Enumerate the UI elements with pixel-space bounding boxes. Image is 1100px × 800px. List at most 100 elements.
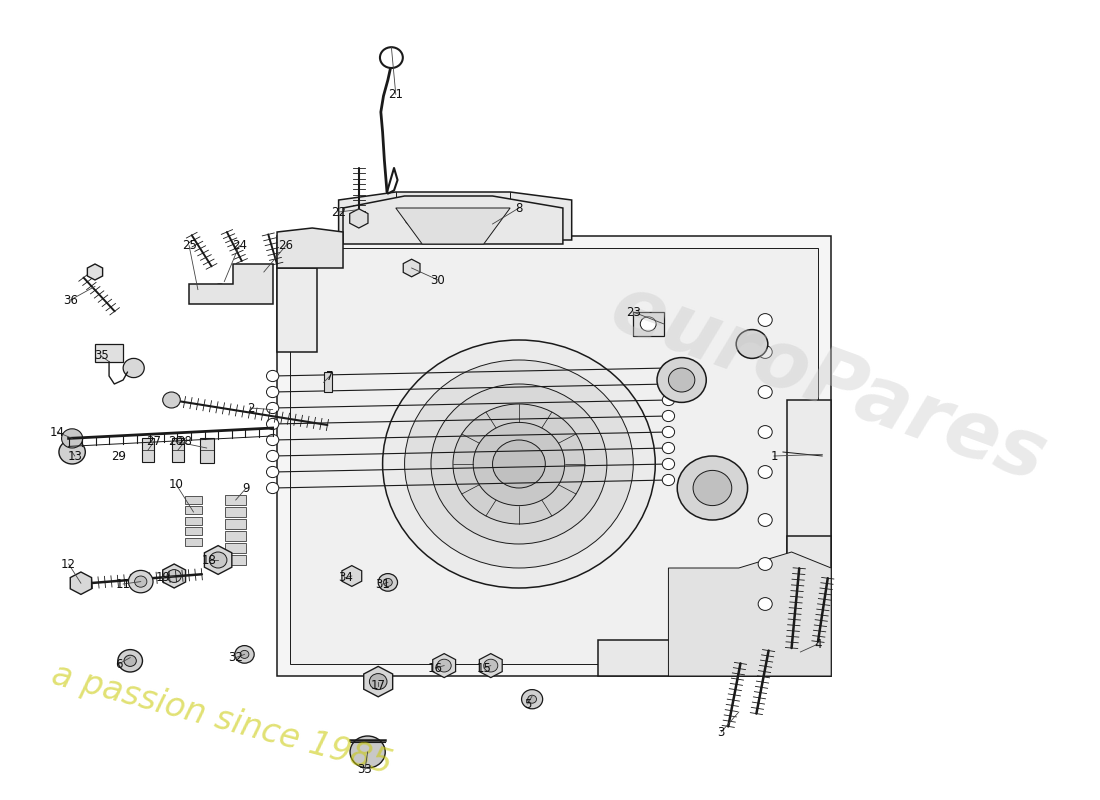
- Circle shape: [431, 384, 607, 544]
- Bar: [185, 538, 202, 546]
- Circle shape: [758, 346, 772, 358]
- Circle shape: [266, 402, 278, 414]
- Polygon shape: [277, 268, 317, 352]
- Circle shape: [379, 47, 403, 68]
- Circle shape: [662, 442, 674, 454]
- Circle shape: [234, 646, 254, 663]
- Circle shape: [758, 466, 772, 478]
- Polygon shape: [163, 564, 186, 588]
- Text: 21: 21: [388, 88, 404, 101]
- Polygon shape: [87, 264, 102, 280]
- Bar: [200, 438, 213, 463]
- Text: 4: 4: [814, 638, 822, 650]
- Text: 20: 20: [168, 435, 184, 448]
- Text: 25: 25: [182, 239, 197, 252]
- Text: 27: 27: [146, 435, 162, 448]
- Text: 31: 31: [375, 578, 390, 590]
- Bar: [226, 531, 246, 541]
- Circle shape: [163, 392, 180, 408]
- Text: 36: 36: [63, 294, 78, 306]
- Circle shape: [59, 440, 86, 464]
- Polygon shape: [396, 208, 510, 244]
- Circle shape: [758, 314, 772, 326]
- Circle shape: [266, 434, 278, 446]
- Polygon shape: [290, 248, 818, 664]
- Bar: [226, 555, 246, 565]
- Bar: [323, 372, 332, 392]
- Text: 34: 34: [338, 571, 353, 584]
- Circle shape: [693, 470, 732, 506]
- Bar: [226, 519, 246, 529]
- Polygon shape: [404, 259, 420, 277]
- Polygon shape: [669, 552, 832, 676]
- Circle shape: [528, 695, 537, 703]
- Text: 35: 35: [94, 350, 109, 362]
- Circle shape: [662, 458, 674, 470]
- Circle shape: [453, 404, 585, 524]
- Circle shape: [662, 474, 674, 486]
- Circle shape: [370, 674, 387, 690]
- Polygon shape: [343, 196, 563, 244]
- Text: 6: 6: [116, 658, 122, 670]
- Polygon shape: [350, 209, 368, 228]
- Polygon shape: [205, 546, 232, 574]
- Bar: [226, 507, 246, 517]
- Circle shape: [758, 386, 772, 398]
- Circle shape: [662, 378, 674, 390]
- Text: 5: 5: [524, 698, 531, 710]
- Text: 19: 19: [155, 571, 170, 584]
- Polygon shape: [342, 566, 362, 586]
- Text: 15: 15: [476, 662, 492, 674]
- Circle shape: [134, 576, 147, 587]
- Circle shape: [758, 598, 772, 610]
- Circle shape: [266, 482, 278, 494]
- Circle shape: [758, 426, 772, 438]
- Circle shape: [405, 360, 634, 568]
- Polygon shape: [364, 666, 393, 697]
- Text: 30: 30: [430, 274, 446, 286]
- Circle shape: [383, 340, 656, 588]
- Polygon shape: [744, 400, 832, 676]
- Circle shape: [736, 330, 768, 358]
- Text: 14: 14: [50, 426, 65, 438]
- Text: 7: 7: [326, 370, 333, 382]
- Text: 13: 13: [67, 450, 82, 462]
- Bar: [172, 438, 184, 462]
- Text: euroPares: euroPares: [600, 269, 1056, 499]
- Circle shape: [662, 362, 674, 374]
- Circle shape: [378, 574, 397, 591]
- Bar: [142, 438, 154, 462]
- Circle shape: [405, 210, 422, 226]
- Text: a passion since 1985: a passion since 1985: [48, 658, 396, 782]
- Bar: [226, 543, 246, 553]
- Text: 10: 10: [168, 478, 184, 490]
- Circle shape: [669, 368, 695, 392]
- Polygon shape: [70, 572, 91, 594]
- Text: 11: 11: [116, 578, 131, 590]
- Circle shape: [473, 422, 564, 506]
- Polygon shape: [277, 236, 832, 676]
- Circle shape: [662, 394, 674, 406]
- Text: 24: 24: [232, 239, 246, 252]
- Text: 1: 1: [770, 450, 778, 462]
- Bar: [185, 517, 202, 525]
- Circle shape: [758, 558, 772, 570]
- Circle shape: [384, 578, 393, 586]
- Text: 33: 33: [358, 763, 373, 776]
- Bar: [185, 527, 202, 535]
- Circle shape: [521, 690, 542, 709]
- Circle shape: [129, 570, 153, 593]
- Polygon shape: [277, 228, 343, 268]
- Circle shape: [266, 386, 278, 398]
- Circle shape: [437, 659, 451, 672]
- Circle shape: [442, 216, 463, 235]
- Bar: [185, 496, 202, 504]
- Circle shape: [758, 514, 772, 526]
- Polygon shape: [480, 654, 503, 678]
- Circle shape: [493, 440, 546, 488]
- Text: 26: 26: [278, 239, 294, 252]
- Circle shape: [266, 418, 278, 430]
- Bar: [95, 344, 123, 362]
- Circle shape: [62, 429, 82, 448]
- Circle shape: [350, 736, 385, 768]
